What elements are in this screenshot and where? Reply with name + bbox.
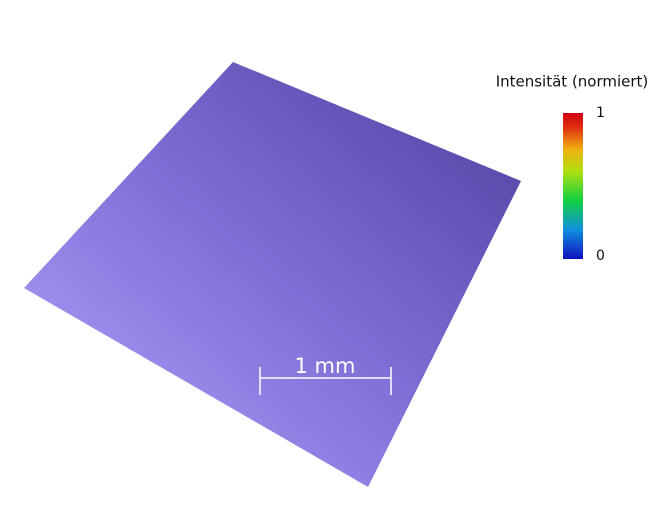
colorbar-ticks: 01	[596, 105, 605, 264]
surface-plane	[24, 62, 521, 487]
colorbar-title: Intensität (normiert)	[496, 73, 649, 91]
scale-label: 1 mm	[295, 354, 356, 378]
colorbar-tick-label: 0	[596, 248, 605, 264]
colorbar	[563, 113, 583, 259]
colorbar-tick-label: 1	[596, 105, 605, 121]
scale-bar: 1 mm	[259, 354, 392, 395]
